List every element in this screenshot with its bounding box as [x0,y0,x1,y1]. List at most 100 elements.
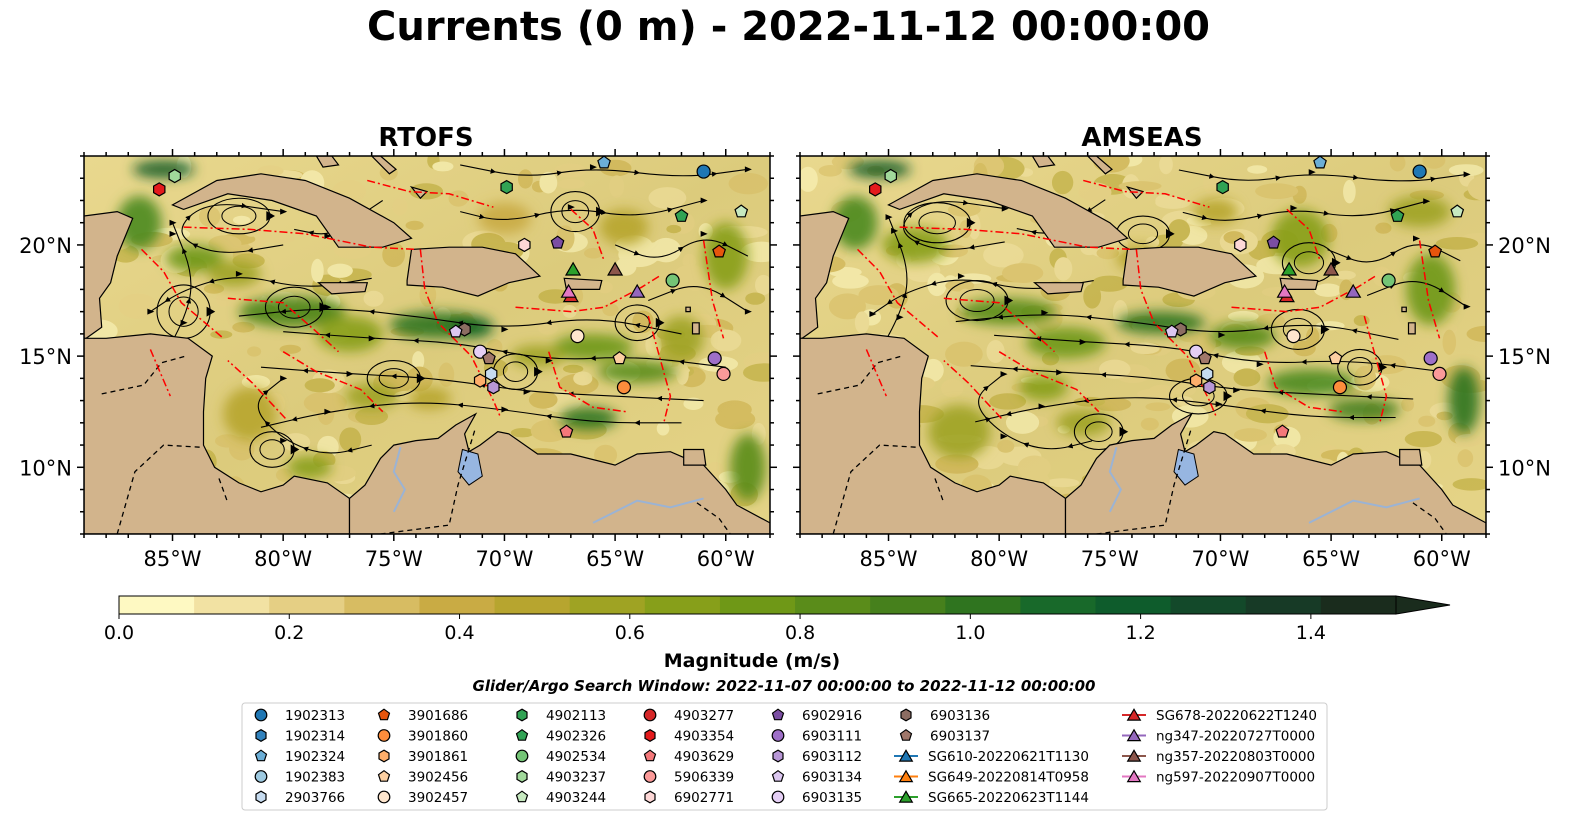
river [1308,497,1420,524]
colorbar-tick-label: 0.6 [615,622,645,644]
eddy-streamline [1084,421,1113,443]
y-tick-label: 15°N [1498,345,1551,369]
legend-label: 4903354 [674,729,734,745]
legend-frame [241,702,1328,811]
legend-marker [377,790,391,804]
eddy-streamline [959,289,995,313]
obs-6903111 [707,351,722,366]
obs-4902113 [500,179,513,195]
obs-3901860 [1332,380,1348,395]
colorbar-bin [1095,596,1172,614]
land-cuba [171,173,413,248]
map-frame [83,155,771,535]
obs-1902313 [696,164,711,179]
colorbar-bin [269,596,345,614]
colorbar: 0.0 0.2 0.4 0.6 0.8 1.0 1.2 1.4 [104,595,1451,644]
streamline-arrow [655,317,665,328]
streamline-arrow [280,437,288,444]
obs-4903237 [884,168,898,184]
eez-boundary [943,297,1055,353]
country-border [101,355,186,395]
obs-1902313 [1412,164,1427,179]
streamline-arrow [147,308,155,315]
streamline [1182,200,1427,221]
eez-boundary [1286,208,1321,261]
eddy-streamline [1127,223,1159,245]
obs-3901686 [1428,244,1443,258]
x-tick-label: 60°W [697,547,755,571]
obs-6903136 [458,322,471,337]
country-border [1412,502,1447,534]
eez-boundary [227,297,339,353]
legend-label: 1902313 [285,708,345,724]
colorbar-bin [945,596,1021,614]
land [800,156,1486,534]
land-hispaniola [406,246,542,297]
country-border [817,355,902,395]
legend-label: 6903111 [802,729,862,745]
land-bahamas1 [315,156,340,168]
streamline [460,164,748,177]
legend-marker [771,769,785,782]
eddy-streamline [259,439,285,460]
country-border [218,478,229,504]
obs-6902916 [1266,235,1281,249]
streamline [955,314,1399,340]
obs-6903112 [1203,380,1216,395]
streamline-arrow [324,233,332,240]
streamline-arrow [700,230,708,237]
legend-marker [254,770,268,783]
obs-ng347-20220727T0000 [1345,283,1362,298]
x-tick-label: 65°W [1302,547,1360,571]
river [392,447,407,513]
streamline-arrow [501,326,509,333]
obs-ng357-20220803T0000 [607,261,624,276]
eez-boundary [702,240,725,339]
legend-marker [255,729,267,742]
eez-boundary [1135,249,1217,417]
eez-boundary [998,351,1100,413]
x-tick-label: 65°W [586,547,644,571]
land-puertorico [563,277,603,290]
obs-3901686 [712,244,727,258]
obs-3901860 [616,380,632,395]
eez-boundary [1263,351,1343,413]
eez-boundary [282,351,384,413]
obs-6903137 [482,351,496,365]
eddy-streamline [1347,356,1373,378]
obs-4902326 [674,208,689,222]
legend-label: ng347-20220727T0000 [1156,729,1315,745]
obs-1902324 [1313,156,1327,169]
legend-label: 6903135 [802,790,862,806]
streamline-arrow [266,211,275,221]
country-border [696,502,731,534]
streamline-arrow [1000,433,1008,440]
colorbar-bin [419,596,496,614]
legend-marker [377,769,391,782]
legend-label: 1902314 [285,729,345,745]
streamline-arrow [368,335,376,342]
colorbar-tick-label: 1.2 [1125,622,1155,644]
legend-label: 3902457 [408,790,468,806]
colorbar-bin [569,596,646,614]
streamline [648,286,749,313]
eez-boundary [1363,315,1388,424]
eddy-streamline [1293,251,1325,275]
streamline-arrow [744,308,752,315]
legend-marker [1126,769,1142,783]
streamline [460,199,704,220]
x-tick-label: 75°W [365,547,423,571]
country-border [832,444,918,534]
legend-label: 4903244 [546,790,606,806]
colorbar-label: Magnitude (m/s) [664,650,841,672]
legend-label: 4903277 [674,708,734,724]
colorbar-bin [119,596,195,614]
eddy-streamline [918,211,956,235]
land-jamaica [316,282,369,295]
colorbar-bin [870,596,946,614]
legend-label: SG649-20220814T0958 [928,770,1089,786]
obs-3902457 [570,329,585,344]
obs-ng597-20220907T0000 [1276,283,1293,298]
streamline-arrow [589,164,597,171]
obs-4902534 [1381,273,1396,288]
